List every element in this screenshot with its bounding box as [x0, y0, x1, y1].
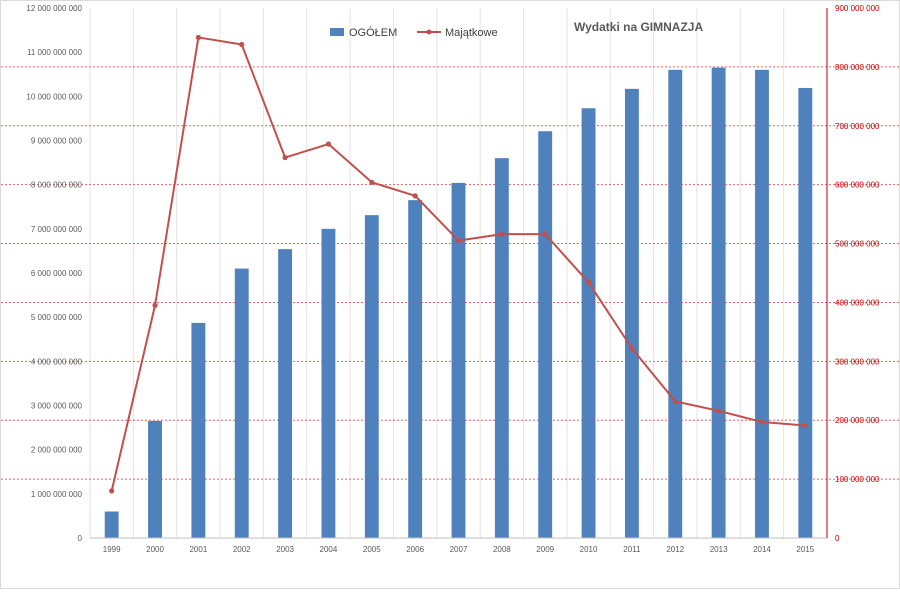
left-tick-label: 2 000 000 000 — [31, 446, 83, 455]
x-tick-label: 2010 — [580, 545, 598, 554]
bar-2001 — [191, 322, 206, 538]
x-tick-label: 2002 — [233, 545, 251, 554]
x-tick-label: 2009 — [536, 545, 554, 554]
left-tick-label: 1 000 000 000 — [31, 490, 83, 499]
point-2007 — [455, 238, 462, 244]
x-tick-label: 1999 — [103, 545, 121, 554]
x-tick-label: 2011 — [623, 545, 641, 554]
line-series-majatkowe — [109, 34, 808, 494]
left-tick-label: 11 000 000 000 — [27, 48, 83, 57]
bar-2006 — [408, 200, 423, 538]
left-tick-label: 7 000 000 000 — [31, 225, 83, 234]
point-2015 — [802, 422, 808, 429]
axes — [90, 8, 828, 539]
bar-2015 — [798, 87, 813, 539]
bar-2004 — [321, 228, 336, 539]
bar-1999 — [104, 511, 119, 538]
bar-series-ogolem — [104, 67, 813, 539]
left-tick-label: 6 000 000 000 — [31, 269, 83, 278]
bar-2011 — [624, 88, 639, 538]
x-tick-label: 2001 — [189, 545, 207, 554]
x-tick-label: 2000 — [146, 545, 164, 554]
left-tick-label: 10 000 000 000 — [26, 92, 82, 101]
bar-2007 — [451, 182, 466, 538]
left-tick-label: 9 000 000 000 — [31, 137, 83, 146]
point-2005 — [369, 179, 375, 185]
left-tick-label: 0 — [78, 534, 83, 543]
point-2011 — [629, 345, 635, 351]
x-tick-label: 2008 — [493, 545, 511, 554]
point-1999 — [109, 488, 115, 494]
right-tick-label: 600 000 000 — [835, 181, 880, 190]
x-tick-label: 2012 — [666, 545, 684, 554]
right-tick-label: 900 000 000 — [835, 4, 880, 13]
right-tick-label: 200 000 000 — [835, 416, 880, 425]
bar-2013 — [711, 67, 726, 538]
right-axis-ticks: 0 100 000 000 200 000 000 300 000 000 400 00… — [835, 4, 880, 543]
right-tick-label: 0 — [835, 534, 840, 543]
x-tick-label: 2013 — [710, 545, 728, 554]
legend-swatch-majatkowe-marker — [426, 29, 432, 35]
legend-label-majatkowe: Majątkowe — [445, 27, 498, 39]
point-2013 — [716, 408, 722, 414]
x-tick-label: 2004 — [320, 545, 338, 554]
right-tick-label: 300 000 000 — [835, 357, 880, 366]
point-2008 — [499, 231, 505, 237]
point-2009 — [542, 231, 548, 237]
point-2001 — [195, 34, 201, 41]
right-tick-label: 400 000 000 — [835, 298, 880, 307]
bar-2014 — [755, 69, 769, 538]
point-2012 — [672, 398, 678, 404]
point-2014 — [759, 419, 765, 425]
x-axis-ticks: 1999 2000 2001 2002 2003 2004 2005 2006 2007 2008… — [103, 545, 815, 554]
x-tick-label: 2005 — [363, 545, 381, 554]
x-tick-label: 2015 — [796, 545, 814, 554]
right-tick-label: 100 000 000 — [835, 475, 880, 484]
left-axis-ticks: 0 1 000 000 000 2 000 000 000 3 000 000 000… — [26, 4, 82, 543]
left-tick-label: 4 000 000 000 — [31, 357, 83, 366]
bar-2000 — [148, 420, 162, 538]
bar-2010 — [581, 108, 596, 538]
point-2004 — [325, 141, 332, 147]
left-tick-label: 8 000 000 000 — [31, 181, 83, 190]
right-tick-label: 700 000 000 — [835, 122, 880, 131]
point-2006 — [412, 193, 418, 199]
bar-2002 — [234, 268, 249, 538]
left-tick-label: 5 000 000 000 — [31, 313, 83, 322]
left-tick-label: 12 000 000 000 — [26, 4, 82, 13]
bar-2003 — [278, 249, 293, 538]
bar-2009 — [538, 131, 553, 538]
legend: OGÓŁEM Majątkowe — [330, 26, 498, 39]
x-tick-label: 2014 — [753, 545, 771, 554]
right-tick-label: 500 000 000 — [835, 240, 880, 249]
x-tick-label: 2003 — [276, 545, 294, 554]
left-tick-label: 3 000 000 000 — [31, 402, 83, 411]
x-tick-label: 2007 — [450, 545, 468, 554]
legend-label-ogolem: OGÓŁEM — [349, 26, 397, 39]
bar-2012 — [668, 69, 683, 538]
bar-2008 — [494, 158, 509, 538]
x-tick-label: 2006 — [406, 545, 424, 554]
chart-title: Wydatki na GIMNAZJA — [574, 20, 703, 34]
point-2010 — [585, 279, 592, 286]
right-tick-label: 800 000 000 — [835, 63, 880, 72]
point-2002 — [239, 41, 245, 48]
legend-swatch-ogolem — [330, 28, 344, 36]
point-2000 — [152, 302, 158, 308]
point-2003 — [282, 154, 288, 161]
bar-2005 — [364, 215, 379, 538]
